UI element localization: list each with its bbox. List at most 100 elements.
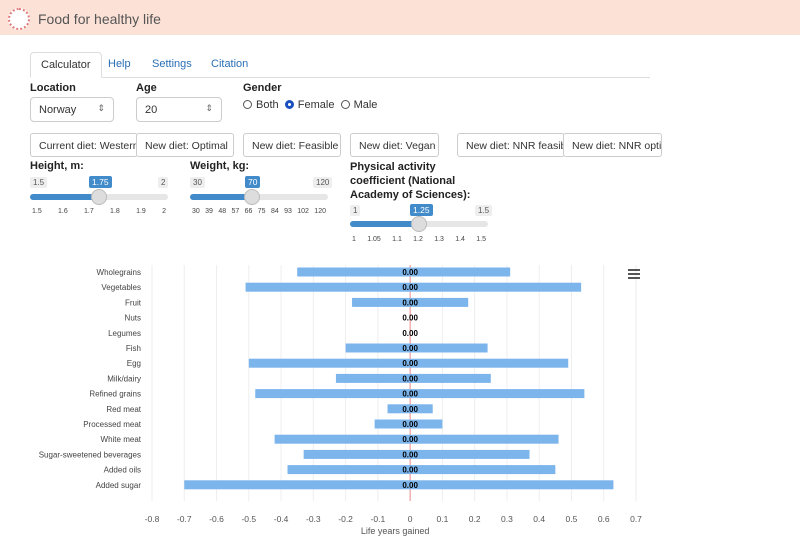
new-diet-feasible-button[interactable]: New diet: Feasible (243, 133, 341, 157)
slider-tick-label: 75 (257, 208, 266, 215)
radio-label: Female (297, 99, 335, 111)
activity-slider-handle[interactable] (411, 216, 427, 232)
slider-tick-label: 1.5 (32, 208, 42, 215)
tab-help[interactable]: Help (108, 58, 131, 70)
data-label: 0.00 (402, 390, 418, 399)
tab-bar-line (30, 77, 650, 78)
category-label: Nuts (125, 314, 141, 323)
x-tick-label: -0.7 (177, 514, 192, 524)
data-label: 0.00 (402, 314, 418, 323)
data-label: 0.00 (402, 283, 418, 292)
current-diet-western-button[interactable]: Current diet: Western (30, 133, 138, 157)
new-diet-optimal-button[interactable]: New diet: Optimal (136, 133, 234, 157)
slider-tick-label: 1.8 (110, 208, 120, 215)
category-label: Legumes (108, 329, 141, 338)
select-caret-icon: ⇕ (97, 103, 105, 113)
data-label: 0.00 (402, 329, 418, 338)
weight-ticks: 30 39 48 57 66 75 84 93 102 120 (192, 208, 326, 215)
slider-tick-label: 48 (218, 208, 227, 215)
tab-settings[interactable]: Settings (152, 58, 192, 70)
activity-max: 1.5 (475, 205, 493, 216)
slider-tick-label: 1.2 (413, 236, 423, 243)
new-diet-nnr-optimal-button[interactable]: New diet: NNR optimal (563, 133, 662, 157)
x-tick-label: -0.5 (241, 514, 256, 524)
height-value: 1.75 (89, 176, 112, 188)
bar (255, 389, 585, 399)
x-tick-label: 0.2 (469, 514, 481, 524)
age-value: 20 (145, 104, 158, 116)
slider-tick-label: 2 (162, 208, 166, 215)
slider-tick-label: 1.5 (476, 236, 486, 243)
location-select[interactable]: Norway ⇕ (30, 97, 114, 122)
slider-tick-label: 1.9 (136, 208, 146, 215)
data-label: 0.00 (402, 405, 418, 414)
slider-tick-label: 1.05 (367, 236, 381, 243)
weight-max: 120 (313, 177, 333, 188)
app-header (0, 0, 800, 35)
x-tick-label: -0.1 (371, 514, 386, 524)
data-label: 0.00 (402, 450, 418, 459)
radio-label: Both (256, 99, 279, 111)
data-label: 0.00 (402, 374, 418, 383)
x-tick-label: 0.5 (566, 514, 578, 524)
gender-radio-group: Both Female Male (243, 99, 377, 111)
gender-both[interactable]: Both (243, 99, 279, 111)
x-tick-label: -0.2 (338, 514, 353, 524)
x-tick-label: 0.3 (501, 514, 513, 524)
location-label: Location (30, 82, 76, 94)
category-label: Added sugar (96, 481, 142, 490)
select-caret-icon: ⇕ (205, 103, 213, 113)
bar (274, 434, 559, 444)
bar (352, 297, 469, 307)
logo-icon (8, 8, 30, 30)
category-label: White meat (101, 435, 142, 444)
category-label: Refined grains (89, 390, 141, 399)
tab-citation[interactable]: Citation (211, 58, 249, 70)
bar (184, 480, 614, 490)
x-tick-label: 0 (408, 514, 413, 524)
category-label: Fruit (125, 298, 142, 307)
gender-female[interactable]: Female (284, 99, 335, 111)
height-max: 2 (158, 177, 169, 188)
height-slider-handle[interactable] (91, 189, 107, 205)
category-label: Red meat (106, 405, 141, 414)
category-label: Milk/dairy (107, 374, 141, 383)
slider-tick-label: 39 (205, 208, 213, 215)
x-tick-label: -0.6 (209, 514, 224, 524)
new-diet-nnr-feasible-button[interactable]: New diet: NNR feasible (457, 133, 565, 157)
slider-tick-label: 102 (297, 208, 309, 215)
gender-label: Gender (243, 82, 282, 94)
tab-calculator[interactable]: Calculator (30, 52, 102, 78)
radio-icon[interactable] (243, 100, 252, 109)
bar (345, 343, 488, 353)
radio-label: Male (353, 99, 378, 111)
height-slider-fill (30, 194, 102, 200)
data-label: 0.00 (402, 268, 418, 277)
category-label: Fish (126, 344, 141, 353)
x-tick-label: 0.1 (436, 514, 448, 524)
activity-value: 1.25 (410, 204, 433, 216)
bar (303, 449, 530, 459)
radio-selected-icon[interactable] (284, 100, 294, 109)
slider-tick-label: 1.7 (84, 208, 94, 215)
bar (297, 267, 511, 277)
life-years-chart: -0.8 -0.7 -0.6 -0.5 -0.4 -0.3 -0.2 -0.1 0 0.1 0.2 0… (39, 265, 642, 536)
category-label: Egg (127, 359, 141, 368)
bar (374, 419, 443, 429)
category-label: Processed meat (83, 420, 142, 429)
weight-slider-handle[interactable] (244, 189, 260, 205)
category-label: Vegetables (101, 283, 141, 292)
age-label: Age (136, 82, 157, 94)
age-select[interactable]: 20 ⇕ (136, 97, 222, 122)
radio-icon[interactable] (340, 100, 350, 109)
slider-tick-label: 66 (244, 208, 253, 215)
data-label: 0.00 (402, 344, 418, 353)
gender-male[interactable]: Male (340, 99, 378, 111)
x-tick-label: -0.4 (274, 514, 289, 524)
x-tick-label: 0.6 (598, 514, 610, 524)
height-label: Height, m: (30, 160, 84, 172)
new-diet-vegan-button[interactable]: New diet: Vegan (350, 133, 439, 157)
slider-tick-label: 93 (284, 208, 292, 215)
category-label: Wholegrains (97, 268, 141, 277)
bar (248, 358, 569, 368)
